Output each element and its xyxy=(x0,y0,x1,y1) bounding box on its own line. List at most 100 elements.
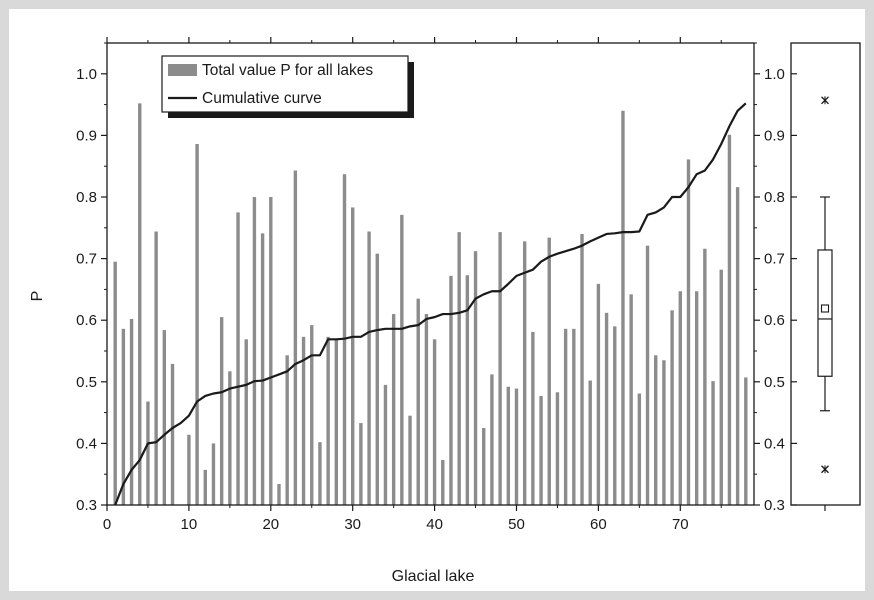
bar xyxy=(187,434,191,505)
bar xyxy=(482,428,486,505)
y-tick-label-right: 0.7 xyxy=(764,251,785,268)
bar xyxy=(465,275,470,505)
y-tick-label-right: 0.9 xyxy=(764,127,785,144)
bar xyxy=(334,338,339,505)
bar xyxy=(588,380,592,505)
bar xyxy=(219,317,224,505)
bar xyxy=(555,392,560,505)
bar xyxy=(449,275,453,505)
iqr-box xyxy=(817,249,833,377)
bar xyxy=(400,214,404,506)
bar xyxy=(457,232,461,506)
bar xyxy=(563,328,568,505)
bar xyxy=(359,423,363,505)
bar xyxy=(719,269,723,505)
bar xyxy=(121,328,126,505)
y-tick-label-left: 0.7 xyxy=(76,251,97,268)
x-tick-label: 0 xyxy=(103,516,111,533)
bar xyxy=(654,355,658,505)
bar xyxy=(326,336,330,505)
y-tick-label-left: 0.9 xyxy=(76,127,97,144)
bar xyxy=(432,339,437,505)
x-tick-label: 30 xyxy=(344,516,361,533)
bar xyxy=(441,460,445,505)
y-tick-label-left: 0.4 xyxy=(76,435,97,452)
bar xyxy=(473,251,478,505)
y-tick-label-right: 0.8 xyxy=(764,189,785,206)
bar xyxy=(572,328,576,505)
bar xyxy=(727,134,732,505)
outlier-marker xyxy=(821,96,829,105)
y-tick-label-left: 0.6 xyxy=(76,312,97,329)
bar xyxy=(351,207,355,505)
bar xyxy=(293,170,298,505)
y-tick-label-left: 1.0 xyxy=(76,66,97,83)
bar xyxy=(113,261,117,505)
bar xyxy=(318,442,322,505)
bar xyxy=(277,484,281,505)
bar-series xyxy=(113,103,748,506)
bar xyxy=(154,231,158,505)
legend-label-bar: Total value P for all lakes xyxy=(202,62,373,79)
bar xyxy=(269,197,273,505)
bar xyxy=(383,384,388,505)
bar xyxy=(416,298,420,505)
bar xyxy=(686,159,691,506)
y-tick-label-left: 0.5 xyxy=(76,374,97,391)
bar xyxy=(637,393,642,505)
plot-border xyxy=(106,42,755,506)
bar xyxy=(211,443,216,505)
bar xyxy=(694,291,699,505)
bar xyxy=(367,231,371,505)
bar xyxy=(375,253,379,505)
bar xyxy=(424,314,429,505)
bar xyxy=(285,355,289,505)
y-tick-label-right: 1.0 xyxy=(764,66,785,83)
outlier-marker xyxy=(821,465,829,474)
x-tick-label: 40 xyxy=(426,516,443,533)
bar xyxy=(203,469,207,505)
x-tick-label: 20 xyxy=(262,516,279,533)
x-axis-title: Glacial lake xyxy=(392,568,475,585)
bar xyxy=(498,232,502,506)
main-axes: 0 10 20 30 40 50 60 70 0.3 0.3 0.4 0.4 0.5 0.5 0.6 0.6 0… xyxy=(76,37,785,533)
y-axis-title: P xyxy=(29,291,46,302)
bar xyxy=(580,233,584,505)
bar xyxy=(301,336,306,505)
y-tick-label-right: 0.3 xyxy=(764,497,785,514)
y-tick-label-right: 0.4 xyxy=(764,435,785,452)
bar xyxy=(146,401,150,505)
boxplot-axes xyxy=(790,42,861,511)
cumulative-curve xyxy=(114,102,747,506)
bar xyxy=(260,233,265,505)
bar xyxy=(490,374,494,505)
bar xyxy=(539,395,543,505)
y-tick-label-left: 0.8 xyxy=(76,189,97,206)
bar xyxy=(547,237,551,505)
bar xyxy=(596,283,601,505)
bar xyxy=(170,363,175,505)
bar xyxy=(629,294,633,505)
bar xyxy=(735,187,740,505)
bar xyxy=(244,339,248,505)
bar xyxy=(195,144,199,505)
y-tick-label-left: 0.3 xyxy=(76,497,97,514)
bar xyxy=(613,326,617,505)
bar xyxy=(678,291,682,505)
bar xyxy=(531,331,535,505)
mean-marker xyxy=(820,304,830,313)
bar xyxy=(744,377,748,505)
legend-box xyxy=(161,55,409,113)
bar xyxy=(138,103,142,506)
bar xyxy=(162,330,167,505)
bar xyxy=(645,245,650,505)
y-tick-label-right: 0.5 xyxy=(764,374,785,391)
y-tick-label-right: 0.6 xyxy=(764,312,785,329)
legend-swatch-bar xyxy=(168,64,197,76)
x-tick-label: 60 xyxy=(590,516,607,533)
bar xyxy=(129,318,134,505)
bar xyxy=(621,110,625,505)
bar xyxy=(711,381,715,505)
bar xyxy=(522,241,527,505)
